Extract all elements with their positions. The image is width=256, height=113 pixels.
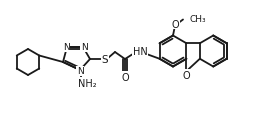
Text: CH₃: CH₃ bbox=[189, 15, 206, 24]
Text: S: S bbox=[102, 54, 108, 64]
Text: N: N bbox=[63, 43, 69, 52]
Text: N: N bbox=[81, 43, 87, 52]
Text: NH₂: NH₂ bbox=[78, 78, 96, 88]
Text: O: O bbox=[121, 72, 129, 82]
Text: N: N bbox=[77, 67, 83, 76]
Text: O: O bbox=[183, 71, 190, 80]
Text: O: O bbox=[171, 19, 179, 29]
Text: HN: HN bbox=[133, 47, 147, 56]
